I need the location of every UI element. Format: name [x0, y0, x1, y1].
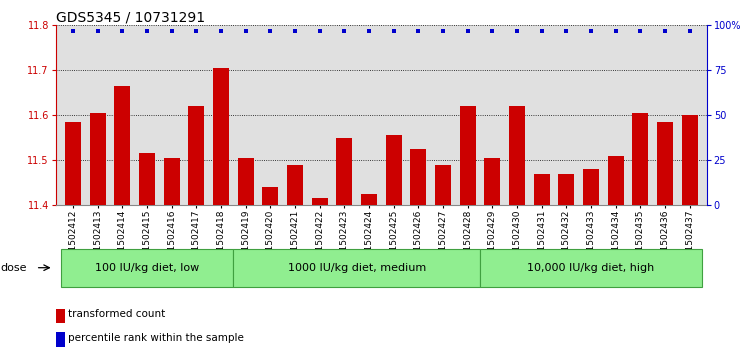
Bar — [361, 194, 377, 205]
Text: dose: dose — [1, 263, 28, 273]
Text: percentile rank within the sample: percentile rank within the sample — [68, 333, 243, 343]
Bar — [65, 122, 81, 205]
Bar — [164, 158, 180, 205]
Bar — [533, 174, 550, 205]
Text: GDS5345 / 10731291: GDS5345 / 10731291 — [56, 11, 205, 25]
Bar — [263, 187, 278, 205]
Bar — [237, 158, 254, 205]
Bar — [608, 156, 623, 205]
Bar — [435, 165, 451, 205]
Bar — [583, 169, 599, 205]
Bar — [139, 154, 155, 205]
Bar — [509, 106, 525, 205]
Bar — [90, 113, 106, 205]
Text: 1000 IU/kg diet, medium: 1000 IU/kg diet, medium — [287, 263, 426, 273]
Bar — [287, 165, 303, 205]
Bar — [410, 149, 426, 205]
Text: transformed count: transformed count — [68, 309, 165, 319]
Bar — [682, 115, 698, 205]
Bar — [312, 198, 327, 205]
Bar — [632, 113, 648, 205]
Bar — [460, 106, 475, 205]
Bar — [385, 135, 402, 205]
Bar — [657, 122, 673, 205]
Text: 10,000 IU/kg diet, high: 10,000 IU/kg diet, high — [527, 263, 655, 273]
Bar — [188, 106, 205, 205]
Bar — [484, 158, 500, 205]
Bar — [336, 138, 353, 205]
Bar — [558, 174, 574, 205]
Text: 100 IU/kg diet, low: 100 IU/kg diet, low — [95, 263, 199, 273]
Bar — [115, 86, 130, 205]
Bar — [213, 68, 229, 205]
